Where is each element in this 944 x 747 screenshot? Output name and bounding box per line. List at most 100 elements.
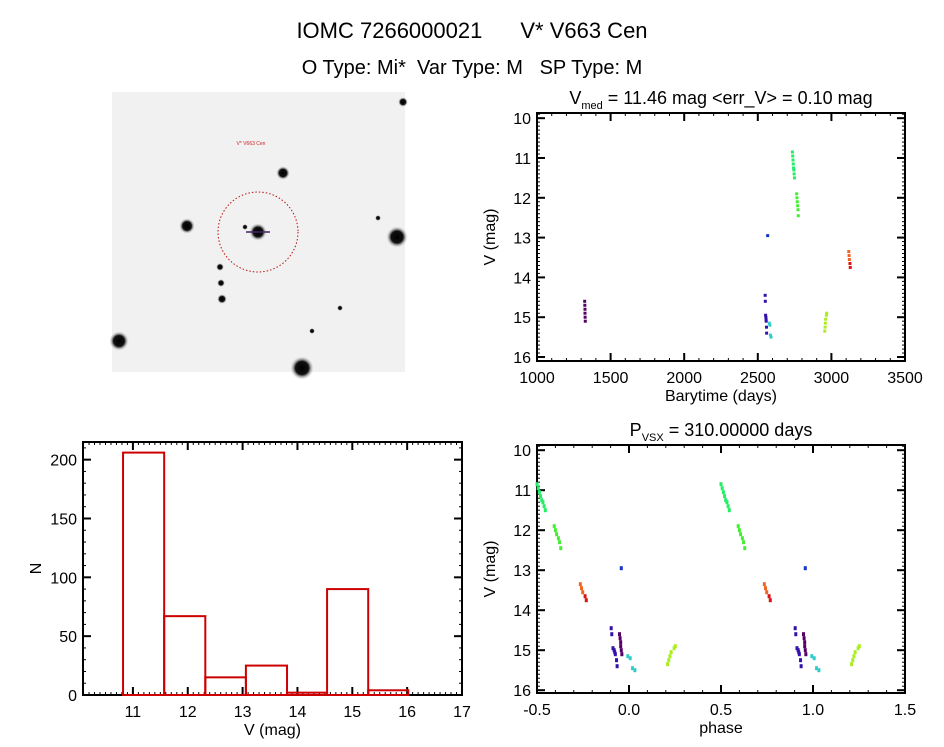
data-point: [792, 168, 796, 172]
x-tick-label: 1.0: [802, 702, 824, 719]
data-point: [769, 335, 773, 339]
data-point: [817, 668, 821, 673]
data-point: [825, 311, 829, 315]
data-point: [552, 524, 556, 529]
data-point: [848, 265, 852, 269]
x-tick-label: -0.5: [523, 702, 551, 719]
data-point: [815, 666, 819, 671]
data-point: [723, 494, 727, 499]
data-point: [823, 329, 827, 333]
data-point: [764, 317, 768, 321]
data-point: [541, 500, 545, 505]
data-point: [790, 150, 794, 154]
data-point: [628, 656, 632, 661]
data-point: [721, 490, 725, 495]
star: [290, 356, 314, 380]
x-tick-label: 1000: [519, 370, 555, 387]
data-point: [823, 321, 827, 325]
plot-title-subscript: VSX: [642, 432, 665, 444]
figure-title: IOMC 7266000021 V* V663 Cen: [296, 18, 647, 43]
data-point: [553, 528, 557, 533]
data-point: [853, 650, 857, 655]
y-tick-label: 15: [513, 310, 531, 327]
x-tick-label: 3000: [814, 370, 850, 387]
x-tick-label: 12: [179, 704, 197, 721]
y-tick-label: 0: [68, 688, 77, 705]
data-point: [763, 299, 767, 303]
data-point: [583, 594, 587, 599]
data-point: [581, 590, 585, 595]
data-point: [847, 250, 851, 254]
plot-title-main: V: [569, 88, 581, 108]
histogram-bar: [286, 691, 329, 696]
data-point: [796, 208, 800, 212]
data-point: [857, 644, 861, 649]
star: [337, 305, 343, 311]
y-axis-label: V (mag): [482, 209, 499, 266]
data-point: [762, 582, 766, 587]
data-point: [803, 644, 807, 649]
data-point: [633, 668, 637, 673]
x-tick-label: 0.5: [710, 702, 732, 719]
y-tick-label: 200: [50, 453, 77, 470]
data-point: [726, 504, 730, 509]
data-point: [764, 313, 768, 317]
y-tick-label: 50: [59, 629, 77, 646]
data-point: [851, 658, 855, 663]
x-axis-label: phase: [699, 720, 743, 737]
star: [217, 294, 227, 304]
data-point: [803, 566, 807, 571]
data-point: [794, 632, 798, 637]
data-point: [536, 486, 540, 491]
data-point: [824, 317, 828, 321]
data-point: [615, 664, 619, 669]
y-tick-label: 11: [514, 151, 531, 168]
data-point: [823, 325, 827, 329]
y-tick-label: 100: [50, 570, 77, 587]
phase-plot: -0.5 0.0 0.5 1.0 1.5 10 11 12 13 14 15 16 phase V (ma…: [482, 420, 916, 737]
data-point: [768, 598, 772, 603]
star: [375, 215, 381, 221]
data-point: [559, 546, 563, 551]
star: [398, 97, 408, 107]
data-point: [847, 254, 851, 258]
x-tick-label: 2500: [740, 370, 776, 387]
x-tick-label: 2000: [666, 370, 702, 387]
histogram-bar: [122, 451, 166, 696]
x-tick-label: 11: [125, 704, 142, 721]
data-point: [583, 319, 587, 323]
y-tick-label: 150: [50, 511, 77, 528]
data-point: [584, 598, 588, 603]
data-point: [768, 323, 772, 327]
data-point: [848, 261, 852, 265]
data-point: [765, 590, 769, 595]
x-tick-label: 15: [343, 704, 361, 721]
sky-image: V* V663 Cen: [109, 92, 408, 380]
plot-frame: [536, 112, 906, 362]
plot-title: PVSX = 310.00000 days: [630, 420, 813, 444]
y-tick-label: 15: [513, 643, 531, 660]
data-point: [764, 586, 768, 591]
data-point: [793, 626, 797, 631]
data-point: [791, 154, 795, 158]
data-point: [824, 313, 828, 317]
data-point: [736, 524, 740, 529]
plot-title-text: = 11.46 mag <err_V> = 0.10 mag: [603, 88, 873, 109]
data-point: [764, 319, 768, 323]
x-tick-label: 0.0: [618, 702, 640, 719]
x-tick-label: 3500: [887, 370, 923, 387]
data-point: [737, 528, 741, 533]
data-point: [799, 664, 803, 669]
y-tick-label: 14: [513, 270, 531, 287]
data-point: [795, 192, 799, 196]
data-point: [583, 299, 587, 303]
y-tick-label: 11: [514, 483, 531, 500]
stars: [109, 97, 408, 380]
data-point: [742, 540, 746, 545]
data-point: [727, 508, 731, 513]
histogram-bar: [204, 676, 247, 696]
data-point: [558, 540, 562, 545]
y-tick-label: 14: [513, 603, 531, 620]
data-point: [631, 666, 635, 671]
